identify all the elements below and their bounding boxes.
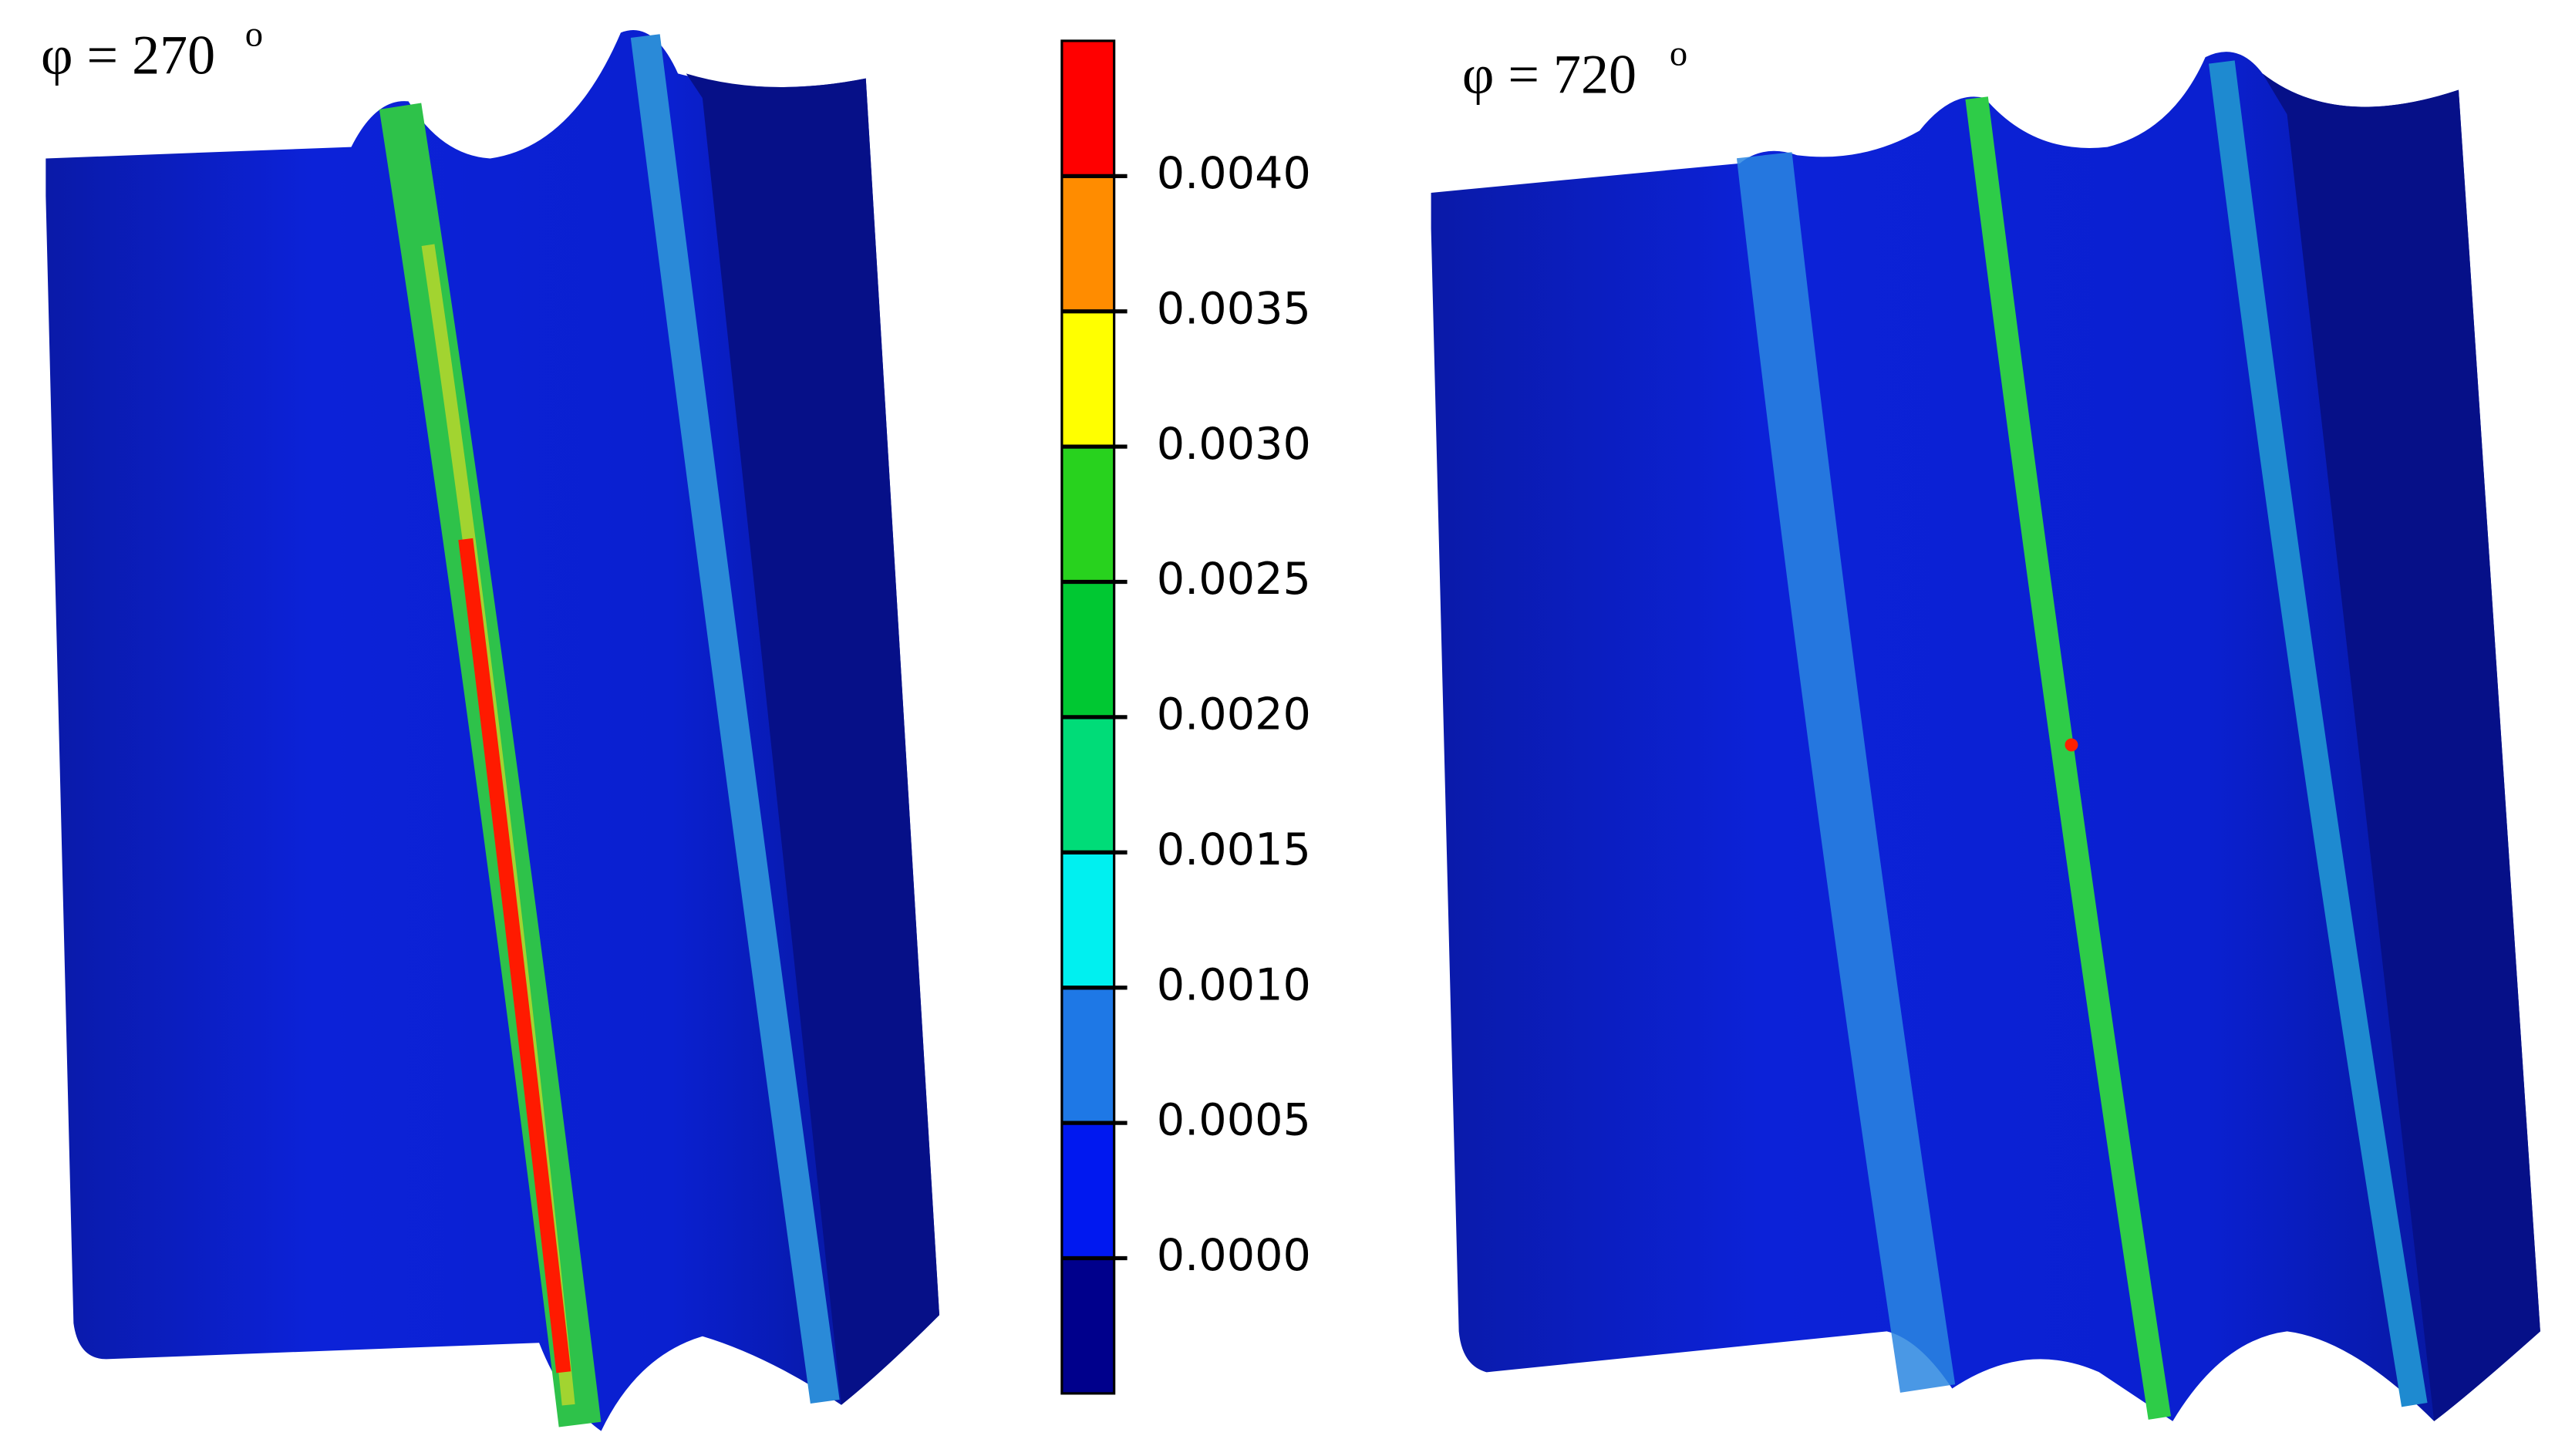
shaded-region — [686, 73, 940, 1405]
right-specimen — [1431, 52, 2540, 1421]
colorbar-tick-label: 0.0035 — [1157, 283, 1311, 334]
colorbar-segment — [1061, 1123, 1114, 1259]
colorbar-tick-label: 0.0005 — [1157, 1095, 1311, 1146]
colorbar-segment — [1061, 1258, 1114, 1394]
shaded-region — [2262, 73, 2540, 1421]
colorbar-segment — [1061, 176, 1114, 312]
colorbar-tick-label: 0.0000 — [1157, 1230, 1311, 1281]
rim-band — [630, 34, 840, 1404]
colorbar-segment — [1061, 581, 1114, 717]
panel-label: φ = 720 — [1462, 44, 1636, 106]
colorbar-segment — [1061, 40, 1114, 177]
panel-label-superscript: o — [1670, 34, 1687, 74]
colorbar-segment — [1061, 311, 1114, 447]
colorbar-segment — [1061, 987, 1114, 1124]
strain-band — [458, 538, 571, 1373]
panel-label: φ = 270 — [41, 24, 215, 86]
hot-spot — [2065, 738, 2078, 752]
colorbar-tick-label: 0.0025 — [1157, 554, 1311, 605]
rim-band — [2209, 60, 2428, 1407]
colorbar-tick-label: 0.0010 — [1157, 959, 1311, 1010]
colorbar: 0.0000 0.0005 0.0010 0.0015 0.0020 0.0025 0.00… — [1060, 39, 1311, 1395]
colorbar-tick-label: 0.0040 — [1157, 148, 1311, 199]
colorbar-segment — [1061, 852, 1114, 988]
colorbar-segment — [1061, 716, 1114, 853]
colorbar-tick-label: 0.0020 — [1157, 689, 1311, 740]
strain-band — [1965, 96, 2172, 1420]
colorbar-tick-label: 0.0030 — [1157, 419, 1311, 470]
colorbar-tick-label: 0.0015 — [1157, 824, 1311, 875]
rim-band — [1736, 152, 1956, 1393]
panel-label-superscript: o — [245, 14, 263, 54]
colorbar-segment — [1061, 447, 1114, 582]
left-specimen — [46, 30, 940, 1431]
